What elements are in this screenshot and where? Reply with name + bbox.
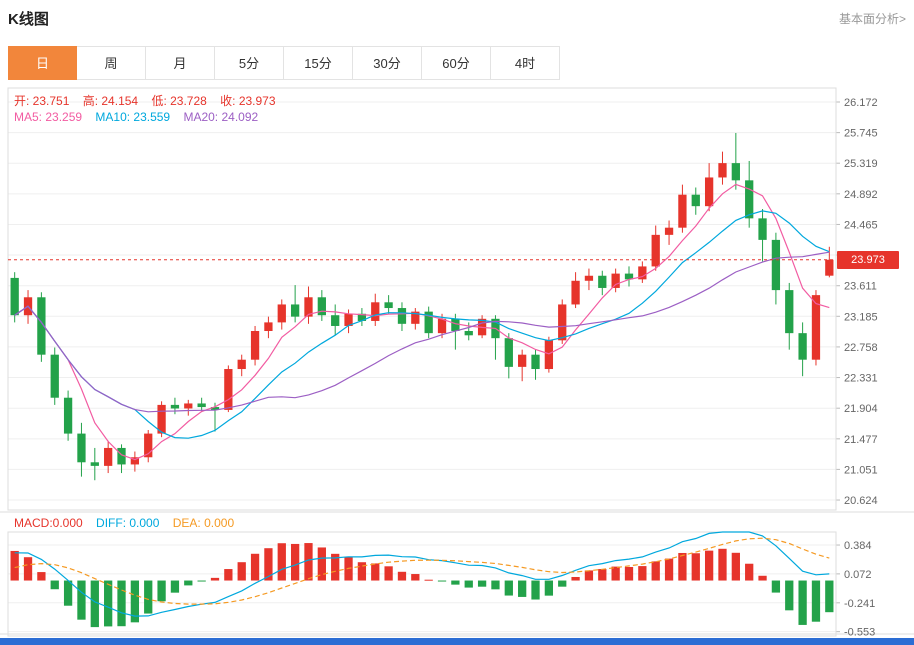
- svg-text:-0.553: -0.553: [844, 627, 875, 639]
- svg-text:22.331: 22.331: [844, 373, 878, 385]
- ma5-value: MA5: 23.259: [14, 110, 83, 124]
- svg-text:22.758: 22.758: [844, 342, 878, 354]
- horizontal-scrollbar[interactable]: [0, 638, 914, 645]
- diff-value: DIFF: 0.000: [96, 516, 160, 530]
- ohlc-open: 开: 23.751: [14, 94, 70, 108]
- tab-60min[interactable]: 60分: [422, 46, 491, 80]
- macd-legend: MACD:0.000 DIFF: 0.000 DEA: 0.000: [14, 516, 244, 530]
- ohlc-low: 低: 23.728: [151, 94, 207, 108]
- svg-text:24.892: 24.892: [844, 189, 878, 201]
- current-price-tag: 23.973: [837, 250, 899, 269]
- tab-15min[interactable]: 15分: [284, 46, 353, 80]
- page-title: K线图: [8, 11, 49, 28]
- svg-text:24.465: 24.465: [844, 219, 878, 231]
- tab-30min[interactable]: 30分: [353, 46, 422, 80]
- dea-value: DEA: 0.000: [172, 516, 235, 530]
- svg-text:0.072: 0.072: [844, 569, 872, 581]
- ohlc-legend: 开: 23.751 高: 24.154 低: 23.728 收: 23.973: [14, 92, 286, 109]
- svg-text:23.185: 23.185: [844, 311, 878, 323]
- svg-text:21.051: 21.051: [844, 464, 878, 476]
- svg-text:26.172: 26.172: [844, 97, 878, 109]
- ohlc-high: 高: 24.154: [82, 94, 139, 108]
- svg-text:25.745: 25.745: [844, 128, 878, 140]
- ma-legend: MA5: 23.259 MA10: 23.559 MA20: 24.092: [14, 110, 268, 124]
- ma20-value: MA20: 24.092: [183, 110, 259, 124]
- chart-area: 26.17225.74525.31924.89224.46524.03923.6…: [0, 86, 914, 642]
- svg-text:-0.241: -0.241: [844, 598, 875, 610]
- svg-text:0.384: 0.384: [844, 540, 872, 552]
- svg-text:21.477: 21.477: [844, 434, 878, 446]
- tab-day[interactable]: 日: [8, 46, 77, 80]
- macd-value: MACD:0.000: [14, 516, 83, 530]
- tab-month[interactable]: 月: [146, 46, 215, 80]
- tab-week[interactable]: 周: [77, 46, 146, 80]
- svg-text:25.319: 25.319: [844, 158, 878, 170]
- chart-canvas[interactable]: 26.17225.74525.31924.89224.46524.03923.6…: [0, 86, 914, 642]
- svg-text:20.624: 20.624: [844, 495, 878, 507]
- svg-text:23.611: 23.611: [844, 281, 877, 293]
- page-header: K线图 基本面分析>: [0, 0, 914, 34]
- ohlc-close: 收: 23.973: [220, 94, 276, 108]
- svg-text:21.904: 21.904: [844, 403, 878, 415]
- tab-5min[interactable]: 5分: [215, 46, 284, 80]
- period-tabs: 日 周 月 5分 15分 30分 60分 4时: [8, 46, 914, 80]
- fundamental-analysis-link[interactable]: 基本面分析>: [838, 12, 906, 26]
- tab-4hour[interactable]: 4时: [491, 46, 560, 80]
- ma10-value: MA10: 23.559: [95, 110, 171, 124]
